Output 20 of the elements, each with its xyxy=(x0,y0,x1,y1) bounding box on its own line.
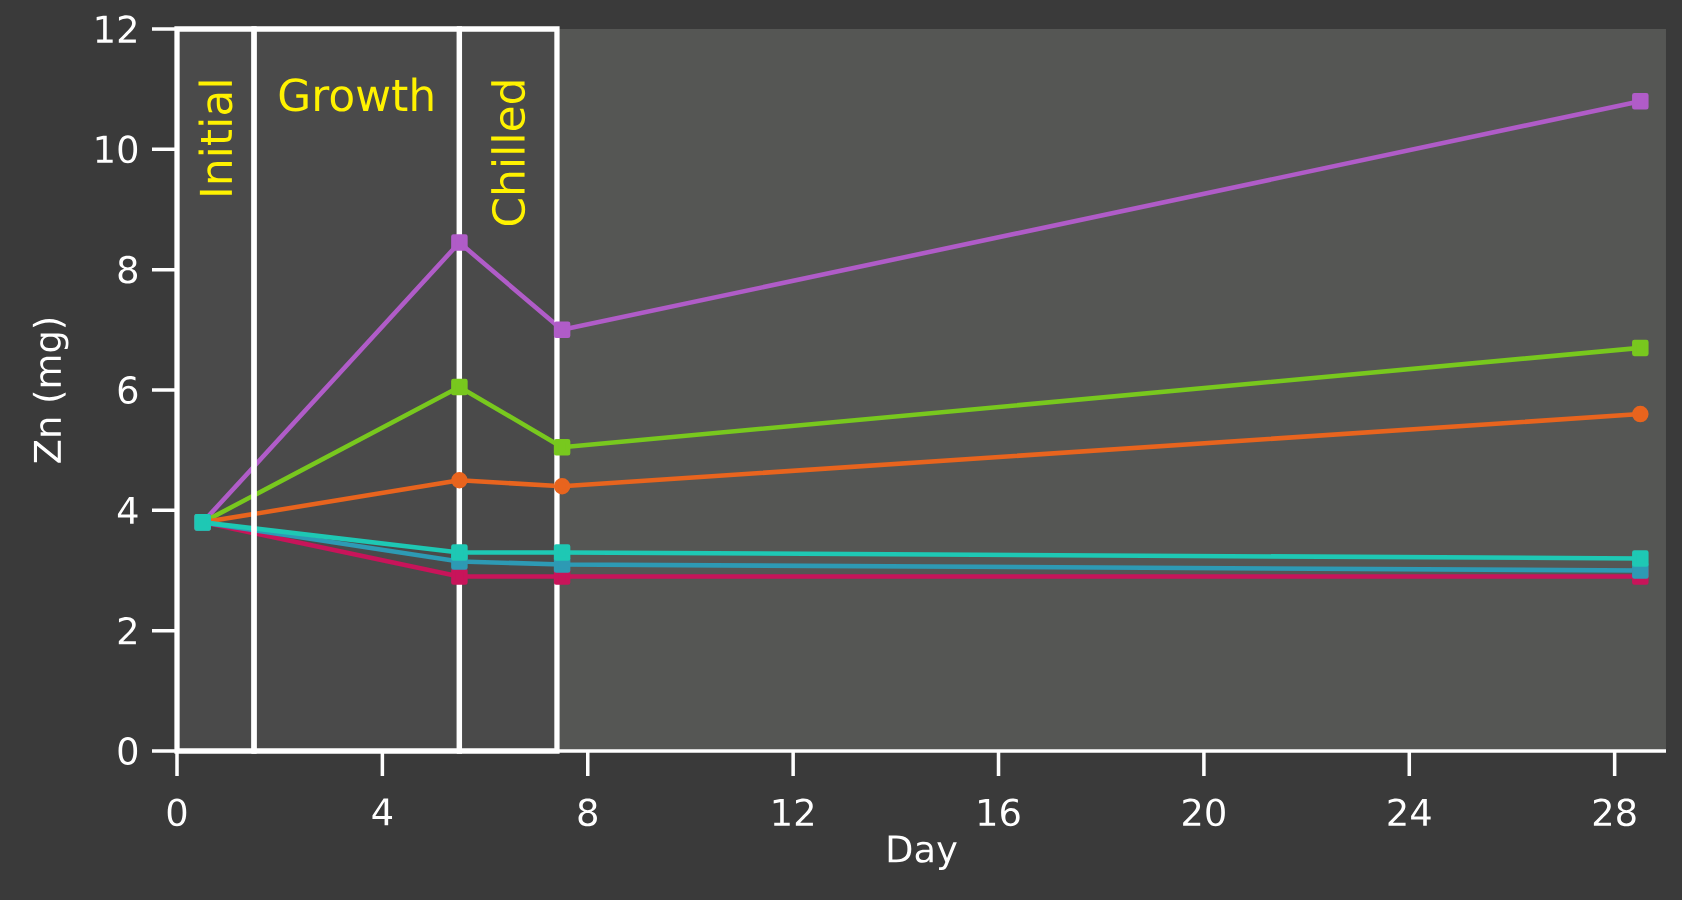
x-tick-label: 24 xyxy=(1388,798,1431,826)
y-tick-label: 4 xyxy=(117,496,138,524)
band-label: Initial xyxy=(198,81,233,195)
x-tick-label: 16 xyxy=(979,798,1020,827)
y-tick-label: 0 xyxy=(118,737,138,765)
y-tick-label: 8 xyxy=(118,255,138,284)
y-axis-title: Zn (mg) xyxy=(32,318,69,463)
x-tick-label: 8 xyxy=(578,798,597,827)
x-tick-label: 0 xyxy=(167,798,187,827)
y-tick-label: 12 xyxy=(96,15,136,43)
x-tick-label: 4 xyxy=(372,798,393,826)
band-label: Growth xyxy=(279,77,433,112)
y-tick-label: 10 xyxy=(96,135,138,164)
x-tick-label: 28 xyxy=(1593,798,1636,827)
y-tick-label: 6 xyxy=(118,376,138,404)
x-tick-label: 12 xyxy=(773,798,813,826)
x-axis-title: Day xyxy=(888,835,957,871)
y-tick-label: 2 xyxy=(118,616,136,645)
x-tick-label: 20 xyxy=(1183,798,1225,827)
band-label: Chilled xyxy=(491,81,526,226)
